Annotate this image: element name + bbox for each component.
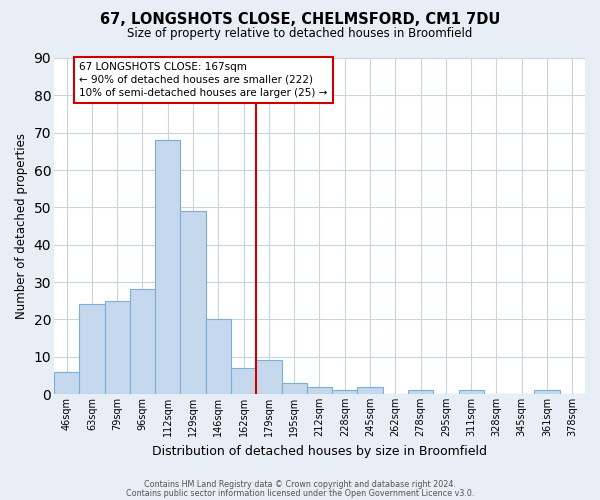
Y-axis label: Number of detached properties: Number of detached properties <box>15 133 28 319</box>
Bar <box>458 390 484 394</box>
Bar <box>155 140 181 394</box>
Text: 67, LONGSHOTS CLOSE, CHELMSFORD, CM1 7DU: 67, LONGSHOTS CLOSE, CHELMSFORD, CM1 7DU <box>100 12 500 28</box>
Bar <box>181 211 206 394</box>
X-axis label: Distribution of detached houses by size in Broomfield: Distribution of detached houses by size … <box>152 444 487 458</box>
Bar <box>307 386 332 394</box>
Bar <box>332 390 358 394</box>
Bar <box>231 368 256 394</box>
Text: Contains public sector information licensed under the Open Government Licence v3: Contains public sector information licen… <box>126 488 474 498</box>
Bar <box>408 390 433 394</box>
Bar <box>54 372 79 394</box>
Bar <box>130 290 155 394</box>
Text: Contains HM Land Registry data © Crown copyright and database right 2024.: Contains HM Land Registry data © Crown c… <box>144 480 456 489</box>
Bar <box>535 390 560 394</box>
Bar <box>358 386 383 394</box>
Bar <box>104 300 130 394</box>
Text: Size of property relative to detached houses in Broomfield: Size of property relative to detached ho… <box>127 28 473 40</box>
Text: 67 LONGSHOTS CLOSE: 167sqm
← 90% of detached houses are smaller (222)
10% of sem: 67 LONGSHOTS CLOSE: 167sqm ← 90% of deta… <box>79 62 328 98</box>
Bar <box>206 320 231 394</box>
Bar <box>79 304 104 394</box>
Bar <box>256 360 281 394</box>
Bar <box>281 383 307 394</box>
